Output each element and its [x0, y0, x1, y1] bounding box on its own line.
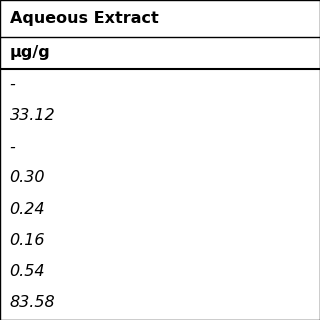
Text: 0.24: 0.24: [10, 202, 45, 217]
Text: μg/g: μg/g: [10, 45, 50, 60]
Text: 0.16: 0.16: [10, 233, 45, 248]
Text: -: -: [10, 139, 15, 154]
Text: -: -: [10, 77, 15, 92]
Text: 83.58: 83.58: [10, 295, 55, 310]
Text: 0.54: 0.54: [10, 264, 45, 279]
Text: 33.12: 33.12: [10, 108, 55, 123]
Text: Aqueous Extract: Aqueous Extract: [10, 11, 158, 26]
Text: 0.30: 0.30: [10, 171, 45, 186]
